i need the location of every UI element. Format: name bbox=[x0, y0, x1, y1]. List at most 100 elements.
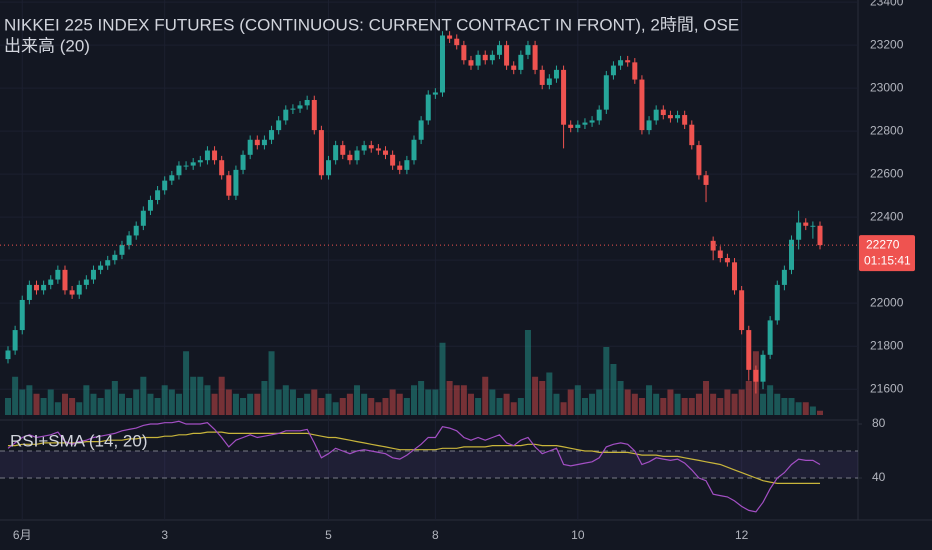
candle-body bbox=[639, 79, 645, 131]
candle-body bbox=[12, 330, 18, 351]
volume-bar bbox=[83, 385, 90, 415]
volume-bar bbox=[589, 393, 596, 415]
candle-body bbox=[105, 260, 111, 266]
volume-bar bbox=[546, 372, 553, 415]
grid bbox=[0, 0, 858, 520]
volume-bar bbox=[396, 393, 403, 415]
candle-body bbox=[454, 38, 460, 46]
volume-bar bbox=[653, 393, 660, 415]
volume-bar bbox=[218, 376, 225, 415]
volume-bar bbox=[567, 389, 574, 415]
candle-body bbox=[375, 148, 381, 151]
candle-body bbox=[646, 120, 652, 131]
candle-body bbox=[5, 350, 11, 360]
candle-body bbox=[69, 290, 75, 295]
candle-body bbox=[276, 120, 282, 131]
candle-body bbox=[789, 239, 795, 270]
volume-bar bbox=[90, 393, 97, 415]
volume-bar bbox=[254, 393, 261, 415]
volume-bar bbox=[581, 398, 588, 415]
volume-bar bbox=[289, 389, 296, 415]
volume-bar bbox=[489, 389, 496, 415]
volume-bar bbox=[12, 376, 19, 415]
volume-bar bbox=[482, 376, 489, 415]
candle-body bbox=[347, 154, 353, 161]
volume-bar bbox=[524, 330, 531, 415]
volume-bar bbox=[111, 381, 118, 415]
candle-body bbox=[618, 60, 624, 66]
volume-bar bbox=[760, 393, 767, 415]
volume-bar bbox=[118, 393, 125, 415]
candle-body bbox=[83, 279, 89, 285]
candle-body bbox=[41, 284, 47, 291]
candle-body bbox=[126, 235, 132, 246]
volume-bar bbox=[69, 398, 76, 415]
candle-body bbox=[162, 180, 168, 191]
candle-body bbox=[774, 284, 780, 321]
rsi-title: RSI+SMA (14, 20) bbox=[10, 431, 147, 450]
x-tick-label: 6月 bbox=[13, 528, 32, 542]
volume-title: 出来高 (20) bbox=[4, 36, 90, 55]
candle-body bbox=[546, 78, 552, 85]
price-tag bbox=[859, 235, 915, 272]
volume-bar bbox=[183, 351, 190, 415]
candle-body bbox=[269, 130, 275, 140]
candle-body bbox=[212, 150, 218, 161]
volume-bar bbox=[126, 398, 133, 415]
volume-bar bbox=[168, 389, 175, 415]
candle-body bbox=[653, 109, 659, 121]
volume-bar bbox=[560, 402, 567, 415]
y-tick-label: 23200 bbox=[870, 37, 904, 51]
volume-bar bbox=[104, 389, 111, 415]
volume-bar bbox=[190, 376, 197, 415]
x-tick-label: 12 bbox=[735, 528, 749, 542]
volume-bar bbox=[268, 351, 275, 415]
volume-bar bbox=[389, 389, 396, 415]
volume-bar bbox=[275, 389, 282, 415]
volume-bar bbox=[539, 381, 546, 415]
volume-bar bbox=[261, 381, 268, 415]
candle-body bbox=[625, 60, 631, 63]
volume-bar bbox=[225, 389, 232, 415]
candle-body bbox=[204, 150, 210, 161]
volume-bar bbox=[646, 385, 653, 415]
volume-bar bbox=[54, 402, 61, 415]
rsi-tick-label: 80 bbox=[872, 416, 886, 430]
volume-bar bbox=[133, 389, 140, 415]
candle-body bbox=[575, 124, 581, 128]
volume-bar bbox=[354, 385, 361, 415]
volume-bar bbox=[361, 393, 368, 415]
candle-body bbox=[283, 109, 289, 121]
volume-bar bbox=[247, 393, 254, 415]
candle-body bbox=[817, 225, 823, 246]
volume-bar bbox=[674, 393, 681, 415]
candle-body bbox=[304, 99, 310, 106]
volume-bar bbox=[318, 398, 325, 415]
candle-body bbox=[439, 35, 445, 93]
y-tick-label: 22400 bbox=[870, 209, 904, 223]
candle-body bbox=[561, 69, 567, 125]
x-tick-label: 5 bbox=[325, 528, 332, 542]
volume-bar bbox=[517, 398, 524, 415]
candle-body bbox=[610, 65, 616, 76]
volume-bar bbox=[140, 376, 147, 415]
candle-body bbox=[582, 122, 588, 125]
volume-bar bbox=[532, 376, 539, 415]
candle-body bbox=[717, 250, 723, 259]
volume-bar bbox=[240, 398, 247, 415]
volume-bar bbox=[767, 385, 774, 415]
candle-body bbox=[632, 62, 638, 80]
candle-body bbox=[689, 124, 695, 146]
volume-bar bbox=[460, 385, 467, 415]
countdown-label: 01:15:41 bbox=[864, 253, 911, 267]
candle-body bbox=[390, 154, 396, 166]
candle-body bbox=[489, 54, 495, 61]
volume-bar bbox=[33, 393, 40, 415]
volume-bar bbox=[161, 385, 168, 415]
candle-body bbox=[724, 258, 730, 263]
volume-bar bbox=[97, 398, 104, 415]
candle-body bbox=[240, 154, 246, 170]
volume-bar bbox=[26, 385, 33, 415]
